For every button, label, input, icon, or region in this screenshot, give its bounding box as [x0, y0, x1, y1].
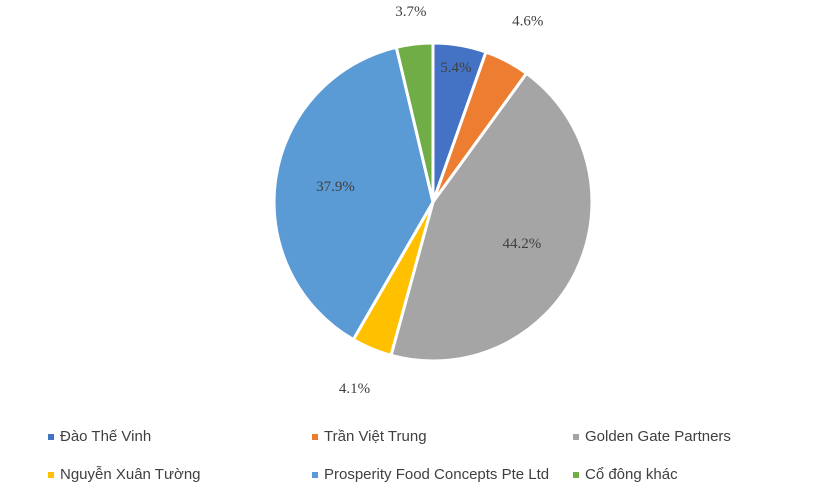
legend-swatch: [573, 433, 579, 440]
legend-item-co-dong-khac: Cổ đông khác: [573, 466, 678, 483]
legend-item-golden-gate-partners: Golden Gate Partners: [573, 428, 731, 445]
legend-label: Golden Gate Partners: [585, 428, 731, 445]
legend-label: Đào Thế Vinh: [60, 428, 152, 445]
legend-label: Prosperity Food Concepts Pte Ltd: [324, 466, 550, 483]
data-label: 37.9%: [316, 179, 355, 195]
data-label: 4.6%: [512, 13, 543, 29]
data-label: 3.7%: [395, 4, 426, 20]
legend-swatch: [573, 471, 579, 478]
pie-slice: [394, 41, 435, 204]
pie-slice: [272, 45, 435, 342]
legend-swatch: [48, 471, 54, 478]
pie-chart: 5.4% 4.6% 44.2% 4.1% 37.9% 3.7%: [272, 4, 594, 397]
legend-swatch: [312, 433, 318, 440]
legend-label: Nguyễn Xuân Tường: [60, 466, 201, 483]
legend: Đào Thế Vinh Trần Việt Trung Golden Gate…: [0, 420, 814, 498]
legend-item-prosperity-food-concepts: Prosperity Food Concepts Pte Ltd: [312, 466, 549, 483]
data-label: 4.1%: [339, 381, 370, 397]
legend-item-tran-viet-trung: Trần Việt Trung: [312, 428, 427, 445]
legend-label: Cổ đông khác: [585, 466, 678, 483]
legend-item-nguyen-xuan-tuong: Nguyễn Xuân Tường: [48, 466, 201, 483]
legend-item-dao-the-vinh: Đào Thế Vinh: [48, 428, 151, 445]
legend-label: Trần Việt Trung: [324, 428, 427, 445]
data-label: 5.4%: [440, 60, 471, 76]
data-label: 44.2%: [502, 236, 541, 252]
pie-slice: [389, 71, 594, 363]
legend-swatch: [48, 433, 54, 440]
legend-swatch: [312, 471, 318, 478]
